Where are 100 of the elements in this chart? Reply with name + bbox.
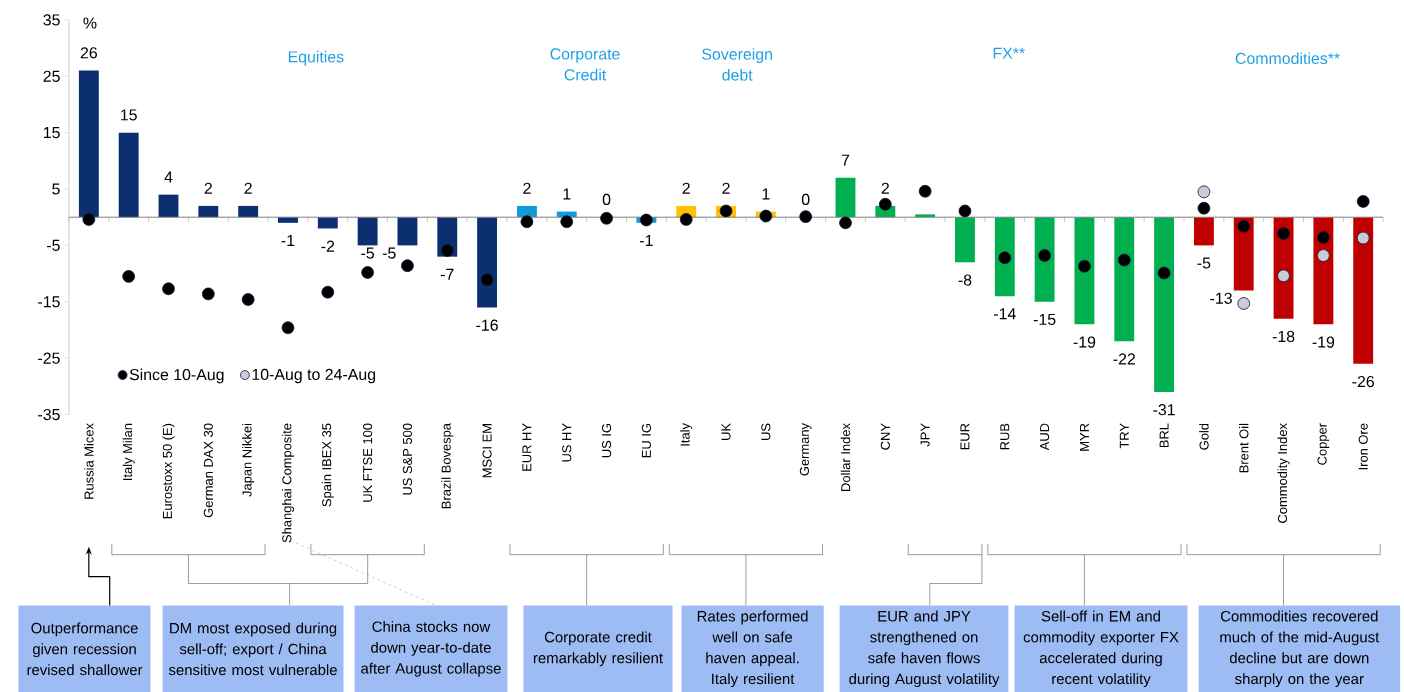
text: DM most exposed during sell-off; export / China sensitive most vulnerable [168,622,337,676]
annotation: Equities [288,50,344,66]
point [440,244,454,257]
x-tick-label: BRL [1159,423,1169,448]
point [281,321,295,335]
y-tick-label: -35 [38,408,60,421]
x-tick-label: Italy [680,423,693,446]
point [1277,269,1290,283]
bar [158,194,179,218]
point [520,215,534,229]
point [560,215,574,229]
point [1078,259,1091,273]
bar [1353,217,1374,364]
x-tick-label: Eurostoxx 50 (E) [162,423,175,519]
point [122,270,136,283]
data-label: 2 [682,182,690,194]
data-label: -2 [321,240,335,252]
bar [994,217,1015,297]
point [82,213,96,226]
annotation: Commodities** [1235,52,1340,65]
y-axis-title: % [83,17,97,29]
x-tick-label: Copper [1317,423,1330,465]
data-label: -15 [1033,313,1056,325]
data-label: -1 [281,234,295,246]
point [361,266,374,279]
data-label: 2 [523,182,531,194]
data-label: -5 [382,247,396,259]
x-tick-label: JPY [920,423,930,447]
x-tick-label: CNY [880,423,890,450]
point [918,184,932,198]
bar [1114,217,1135,342]
point [759,209,773,223]
point [958,204,972,218]
data-label: 1 [762,188,770,200]
point [480,273,494,287]
point [321,285,335,299]
y-tick-label: 15 [43,127,60,139]
text: Commodities recovered much of the mid-August decline but are down sharply on the year [1220,610,1380,688]
text: Corporate credit remarkably resilient [533,631,663,667]
data-label: 2 [881,182,889,194]
data-label: 2 [204,182,212,194]
point [1117,253,1131,267]
data-label: 0 [801,193,810,206]
data-label: -18 [1272,330,1295,343]
x-tick-label: AUD [1040,423,1050,451]
bar [238,205,259,218]
bar [955,217,975,263]
point [201,287,215,301]
bar [835,177,856,218]
point [1237,297,1251,310]
data-label: -7 [440,268,454,280]
bar [477,217,498,308]
point [241,293,255,306]
bar [1034,217,1055,302]
data-label: 4 [164,171,173,183]
text: Outperformance given recession revised shallower [27,622,143,676]
x-tick-label: Italy Milan [122,423,135,480]
bar [915,214,936,218]
point [1038,249,1051,262]
point [1237,219,1251,233]
x-tick-label: EUR HY [522,423,532,471]
point [640,213,653,227]
bar [516,205,537,218]
x-tick-label: US [761,423,771,440]
data-label: -16 [476,319,498,331]
x-tick-label: Iron Ore [1358,423,1368,470]
data-label: 7 [841,154,850,166]
bar [1193,217,1214,246]
point [1317,231,1330,244]
y-tick-label: 35 [43,14,60,26]
x-tick-label: MYR [1080,423,1089,451]
x-tick-label: UK FTSE 100 [363,423,373,502]
bar [1074,217,1095,325]
data-label: -19 [1312,336,1335,348]
data-label: -5 [1197,257,1211,269]
data-label: -5 [361,247,375,259]
data-label: -26 [1352,375,1374,388]
data-label: 2 [244,182,252,194]
bar [78,70,99,218]
point [1197,185,1211,199]
data-label: -8 [958,274,972,286]
x-tick-label: US S&P 500 [402,423,413,495]
x-tick-label: RUB [1000,423,1010,450]
data-label: 26 [80,47,97,59]
y-tick-label: -25 [38,352,60,364]
point [839,216,852,230]
x-tick-label: Japan Nikkei [242,423,255,497]
x-tick-label: EU IG [641,423,651,458]
x-tick-label: Spain IBEX 35 [321,423,334,507]
data-label: -1 [640,234,653,246]
bar [198,205,219,218]
data-label: 1 [563,188,571,200]
text: EUR and JPY strengthened on safe haven flows during August volatility [849,610,1000,688]
point [998,251,1012,265]
data-label: 2 [722,182,730,194]
bar [118,132,139,218]
point [1157,266,1171,280]
point [1197,201,1211,215]
x-tick-label: Dollar Index [840,423,851,491]
x-tick-label: TRY [1119,423,1129,449]
